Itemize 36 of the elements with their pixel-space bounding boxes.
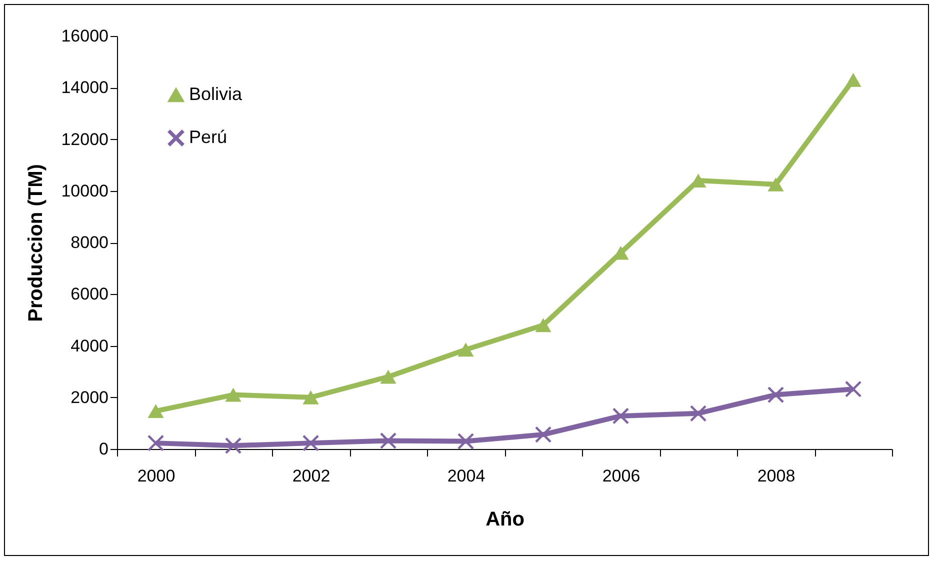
point bbox=[148, 435, 164, 452]
point bbox=[845, 381, 862, 398]
point bbox=[690, 405, 706, 422]
y-tick-label: 6000 bbox=[70, 284, 108, 304]
y-tick-label: 10000 bbox=[61, 181, 108, 200]
x-tick-label: 2006 bbox=[602, 466, 640, 486]
point bbox=[225, 438, 242, 454]
y-tick-label: 14000 bbox=[61, 78, 108, 98]
y-tick-label: 8000 bbox=[70, 233, 108, 252]
point bbox=[535, 426, 552, 443]
point bbox=[380, 432, 396, 449]
legend-label: Perú bbox=[189, 127, 228, 147]
point bbox=[768, 177, 784, 192]
point bbox=[458, 342, 474, 357]
x-tick-label: 2002 bbox=[292, 466, 330, 486]
point bbox=[612, 408, 629, 424]
point bbox=[380, 370, 396, 384]
point bbox=[458, 433, 474, 450]
x-tick-label: 2000 bbox=[137, 466, 176, 486]
point bbox=[225, 388, 242, 402]
x-tick-label: 2008 bbox=[757, 466, 796, 486]
point bbox=[845, 72, 862, 87]
point bbox=[535, 318, 552, 332]
legend-label: Bolivia bbox=[189, 84, 244, 104]
point bbox=[768, 386, 784, 403]
y-tick-label: 0 bbox=[99, 440, 108, 458]
x-tick-label: 2004 bbox=[447, 466, 486, 486]
point bbox=[302, 435, 319, 452]
x-axis-title: Año bbox=[486, 508, 524, 530]
y-tick-label: 2000 bbox=[70, 388, 108, 407]
point bbox=[148, 404, 164, 418]
y-tick-label: 16000 bbox=[61, 26, 108, 46]
y-tick-label: 4000 bbox=[70, 336, 108, 356]
y-axis-title: Produccion (TM) bbox=[25, 164, 48, 322]
y-tick-label: 12000 bbox=[61, 130, 108, 149]
point bbox=[302, 390, 319, 404]
